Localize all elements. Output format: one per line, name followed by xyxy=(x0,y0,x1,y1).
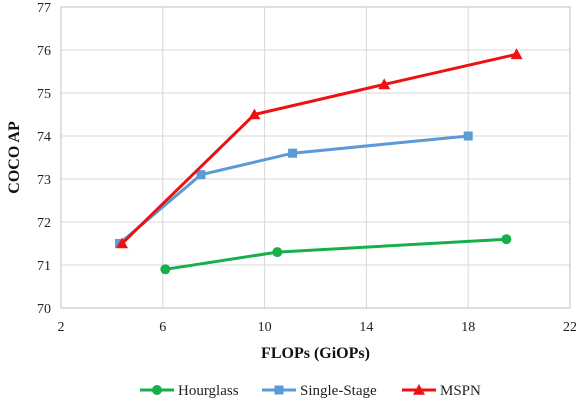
series-layer xyxy=(115,48,523,275)
legend-item-mspn: MSPN xyxy=(402,383,481,399)
series-mspn xyxy=(116,48,523,249)
mspn-point xyxy=(248,108,261,120)
y-tick-label: 73 xyxy=(37,173,51,188)
legend-marker xyxy=(413,384,425,395)
hourglass-point xyxy=(160,264,171,275)
y-tick-label: 77 xyxy=(37,1,51,16)
legend: Hourglass Single-Stage MSPN xyxy=(140,383,481,399)
plot-frame xyxy=(60,6,571,309)
y-tick-label: 71 xyxy=(37,259,51,274)
y-tick-label: 76 xyxy=(37,44,51,59)
x-tick-label: 10 xyxy=(258,320,272,335)
single-stage-point xyxy=(196,170,206,180)
single-stage-point xyxy=(288,148,298,158)
mspn-point xyxy=(116,237,129,249)
y-axis-label: COCO AP xyxy=(6,121,23,194)
grid xyxy=(60,6,571,309)
series-single-stage xyxy=(115,131,473,248)
mspn-point xyxy=(510,48,523,60)
legend-item-single-stage: Single-Stage xyxy=(262,383,377,399)
x-tick-label: 22 xyxy=(563,320,576,335)
single-stage-line xyxy=(118,134,469,245)
series-hourglass xyxy=(160,234,512,275)
legend-label: Hourglass xyxy=(178,383,239,399)
y-tick-label: 72 xyxy=(37,216,51,231)
hourglass-point xyxy=(501,234,512,245)
legend-label: Single-Stage xyxy=(300,383,377,399)
hourglass-point xyxy=(272,247,283,258)
legend-label: MSPN xyxy=(440,383,481,399)
legend-marker xyxy=(274,385,284,395)
x-tick-label: 18 xyxy=(461,320,475,335)
x-tick-label: 14 xyxy=(359,320,373,335)
y-tick-label: 75 xyxy=(37,87,51,102)
single-stage-point xyxy=(463,131,473,141)
legend-marker xyxy=(152,385,162,395)
y-ticks: 70 71 72 73 74 75 76 77 xyxy=(37,1,51,317)
x-axis-label: FLOPs (GiOPs) xyxy=(261,345,370,362)
x-ticks: 2 6 10 14 18 22 xyxy=(58,320,576,335)
y-tick-label: 74 xyxy=(37,130,51,145)
x-tick-label: 6 xyxy=(159,320,166,335)
x-tick-label: 2 xyxy=(58,320,65,335)
legend-item-hourglass: Hourglass xyxy=(140,383,239,399)
mspn-point xyxy=(378,78,391,90)
y-tick-label: 70 xyxy=(37,302,51,317)
mspn-line xyxy=(121,52,517,245)
